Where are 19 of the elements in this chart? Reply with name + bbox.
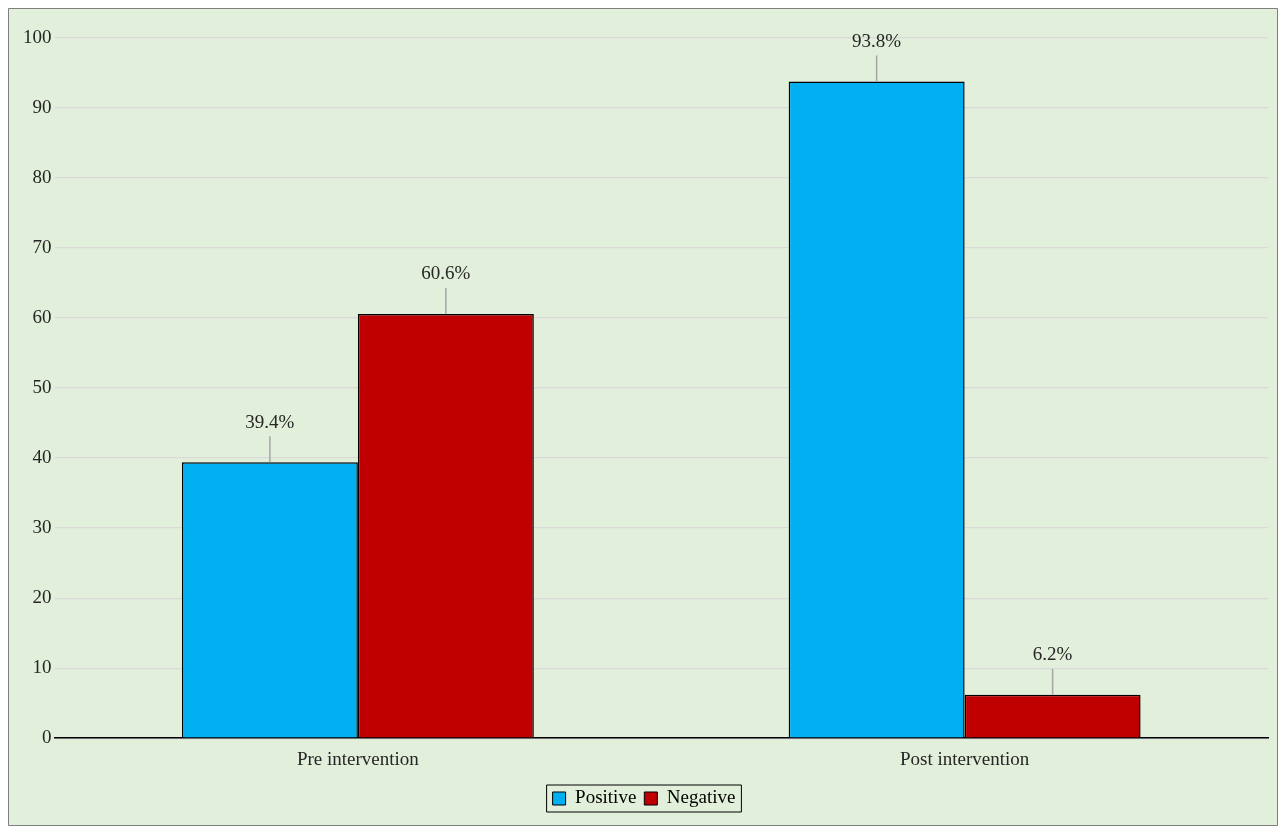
y-tick-label: 10	[32, 656, 52, 678]
x-tick-label: Pre intervention	[296, 747, 420, 769]
y-tick-label: 60	[32, 306, 52, 328]
y-tick-label: 0	[42, 726, 52, 748]
legend-label: Negative	[666, 786, 736, 808]
data-label: 60.6%	[421, 262, 471, 284]
data-label: 39.4%	[245, 410, 295, 432]
y-tick-label: 30	[32, 516, 52, 538]
y-tick-label: 100	[23, 25, 52, 47]
y-tick-label: 20	[32, 586, 52, 608]
y-tick-label: 90	[32, 96, 52, 117]
y-tick-label: 40	[32, 446, 52, 468]
data-label: 6.2%	[1032, 643, 1073, 665]
y-tick-label: 50	[32, 376, 52, 398]
y-tick-label: 70	[32, 236, 52, 258]
legend-label: Positive	[575, 786, 637, 808]
x-tick-label: Post intervention	[899, 747, 1030, 769]
data-label: 93.8%	[852, 29, 902, 51]
y-tick-label: 80	[32, 166, 52, 188]
